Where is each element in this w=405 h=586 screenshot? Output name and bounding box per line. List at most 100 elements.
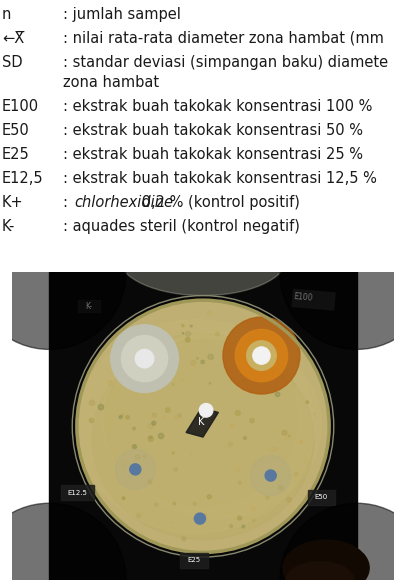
Circle shape bbox=[313, 414, 314, 415]
Bar bbox=[78, 299, 100, 312]
Text: : ekstrak buah takokak konsentrasi 50 %: : ekstrak buah takokak konsentrasi 50 % bbox=[63, 123, 362, 138]
Circle shape bbox=[173, 468, 177, 471]
Circle shape bbox=[278, 485, 283, 490]
Circle shape bbox=[132, 427, 135, 430]
Text: : jumlah sampel: : jumlah sampel bbox=[63, 6, 180, 22]
Ellipse shape bbox=[282, 540, 368, 586]
Circle shape bbox=[209, 383, 211, 384]
Circle shape bbox=[172, 452, 174, 454]
Circle shape bbox=[174, 415, 179, 420]
Circle shape bbox=[165, 408, 170, 413]
Bar bbox=[307, 490, 335, 505]
Circle shape bbox=[181, 324, 183, 327]
Circle shape bbox=[154, 332, 156, 334]
Circle shape bbox=[258, 386, 260, 388]
Circle shape bbox=[132, 445, 136, 449]
Circle shape bbox=[144, 383, 145, 384]
Circle shape bbox=[207, 311, 211, 315]
Text: E25: E25 bbox=[2, 147, 30, 162]
Text: E12.5: E12.5 bbox=[68, 490, 87, 496]
Circle shape bbox=[246, 341, 275, 370]
Circle shape bbox=[243, 354, 246, 357]
Circle shape bbox=[251, 507, 255, 511]
Bar bbox=[292, 289, 334, 310]
Circle shape bbox=[172, 383, 174, 385]
Circle shape bbox=[207, 354, 213, 360]
Circle shape bbox=[241, 525, 244, 528]
Circle shape bbox=[115, 449, 155, 489]
Text: 0,2 % (kontrol positif): 0,2 % (kontrol positif) bbox=[137, 195, 299, 210]
Circle shape bbox=[234, 468, 239, 473]
Circle shape bbox=[180, 378, 183, 381]
Circle shape bbox=[111, 325, 178, 393]
Circle shape bbox=[119, 415, 122, 418]
Circle shape bbox=[189, 452, 192, 455]
Circle shape bbox=[190, 325, 192, 327]
Ellipse shape bbox=[279, 196, 405, 349]
Circle shape bbox=[182, 332, 183, 334]
Circle shape bbox=[151, 413, 156, 417]
Circle shape bbox=[143, 455, 145, 457]
Circle shape bbox=[98, 404, 103, 410]
Circle shape bbox=[194, 513, 205, 524]
Circle shape bbox=[190, 360, 195, 365]
Circle shape bbox=[243, 437, 246, 440]
Circle shape bbox=[185, 338, 190, 342]
Circle shape bbox=[154, 503, 158, 506]
Circle shape bbox=[215, 332, 219, 336]
Circle shape bbox=[136, 513, 141, 518]
Circle shape bbox=[194, 430, 199, 435]
Polygon shape bbox=[185, 408, 218, 437]
Circle shape bbox=[199, 404, 212, 417]
Ellipse shape bbox=[114, 332, 320, 518]
Circle shape bbox=[135, 455, 139, 459]
Circle shape bbox=[126, 369, 130, 372]
Circle shape bbox=[122, 461, 127, 466]
Bar bbox=[61, 485, 94, 500]
Circle shape bbox=[238, 481, 241, 484]
Circle shape bbox=[200, 360, 204, 364]
Ellipse shape bbox=[77, 319, 313, 533]
Circle shape bbox=[108, 381, 113, 386]
Circle shape bbox=[284, 437, 288, 440]
Text: : ekstrak buah takokak konsentrasi 100 %: : ekstrak buah takokak konsentrasi 100 % bbox=[63, 100, 371, 114]
Text: K-: K- bbox=[2, 219, 15, 234]
Circle shape bbox=[158, 433, 163, 439]
Ellipse shape bbox=[92, 339, 313, 539]
Circle shape bbox=[271, 368, 276, 373]
Circle shape bbox=[151, 421, 156, 425]
Circle shape bbox=[304, 461, 308, 465]
Circle shape bbox=[229, 524, 232, 527]
Ellipse shape bbox=[118, 219, 287, 295]
Circle shape bbox=[170, 521, 173, 524]
Ellipse shape bbox=[105, 333, 296, 506]
Circle shape bbox=[252, 347, 269, 364]
Text: : ekstrak buah takokak konsentrasi 12,5 %: : ekstrak buah takokak konsentrasi 12,5 … bbox=[63, 171, 376, 186]
Circle shape bbox=[160, 333, 164, 338]
Circle shape bbox=[121, 414, 124, 417]
Text: : ekstrak buah takokak konsentrasi 25 %: : ekstrak buah takokak konsentrasi 25 % bbox=[63, 147, 362, 162]
Circle shape bbox=[241, 380, 244, 382]
Circle shape bbox=[235, 329, 287, 381]
Circle shape bbox=[249, 418, 254, 423]
Text: SD: SD bbox=[2, 54, 23, 70]
Circle shape bbox=[275, 392, 279, 397]
Circle shape bbox=[237, 516, 241, 520]
Text: : aquades steril (kontrol negatif): : aquades steril (kontrol negatif) bbox=[63, 219, 299, 234]
Circle shape bbox=[228, 442, 232, 447]
Circle shape bbox=[148, 436, 153, 441]
Circle shape bbox=[207, 495, 211, 499]
Circle shape bbox=[299, 441, 302, 444]
Circle shape bbox=[254, 525, 256, 527]
Circle shape bbox=[253, 345, 255, 346]
Circle shape bbox=[222, 317, 299, 394]
Circle shape bbox=[162, 415, 165, 418]
Circle shape bbox=[290, 383, 295, 388]
Circle shape bbox=[264, 470, 275, 481]
Circle shape bbox=[203, 515, 205, 517]
Circle shape bbox=[274, 447, 277, 451]
Text: n: n bbox=[2, 6, 11, 22]
Circle shape bbox=[89, 400, 94, 406]
Text: E12,5: E12,5 bbox=[2, 171, 44, 186]
Circle shape bbox=[135, 349, 153, 368]
